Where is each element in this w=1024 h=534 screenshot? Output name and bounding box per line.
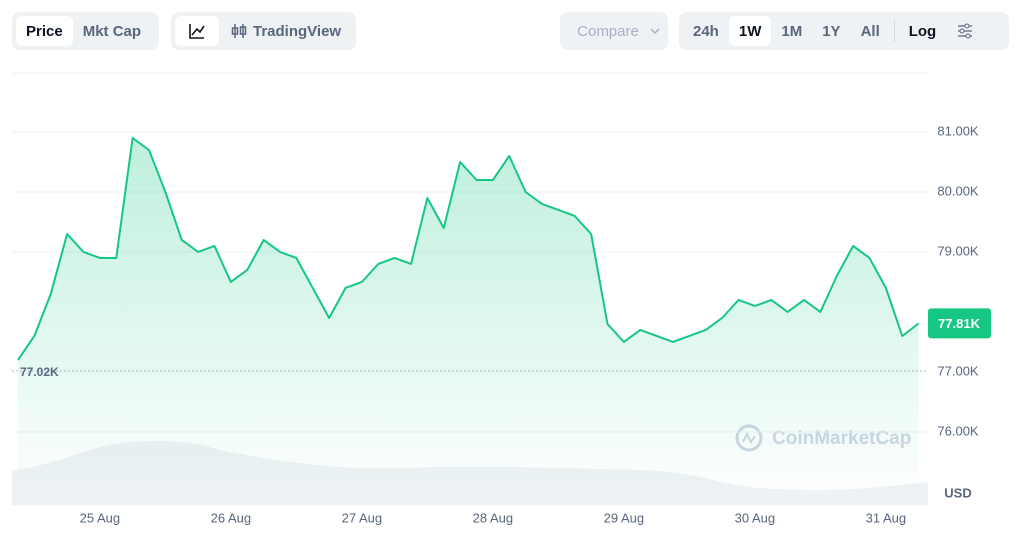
y-tick-label: 76.00K: [937, 423, 979, 438]
last-price-label: 77.81K: [938, 316, 981, 331]
metric-button[interactable]: Mkt Cap: [82, 22, 142, 40]
x-tick-label: 31 Aug: [866, 510, 907, 525]
candle-icon: [231, 24, 247, 38]
y-tick-label: 79.00K: [937, 243, 979, 258]
x-tick-label: 26 Aug: [211, 510, 252, 525]
log-button[interactable]: Log: [908, 22, 937, 40]
range-button[interactable]: 1W: [728, 16, 772, 46]
style-toggle: TradingView: [171, 12, 356, 50]
separator: [893, 20, 895, 42]
x-tick-label: 27 Aug: [342, 510, 383, 525]
price-area: [18, 137, 919, 505]
last-price-box: [928, 308, 991, 339]
range-button[interactable]: 1Y: [822, 22, 841, 40]
reference-label: 77.02K: [20, 365, 59, 379]
settings-button[interactable]: [946, 16, 984, 46]
range-button[interactable]: 1M: [781, 22, 803, 40]
y-tick-label: 81.00K: [937, 123, 979, 138]
metric-button[interactable]: Price: [16, 16, 73, 46]
chevron: [650, 28, 660, 35]
volume-area: [12, 440, 928, 505]
tradingview-button[interactable]: TradingView: [219, 16, 351, 46]
range-toggle: 24h 1W 1M 1Y All Log: [679, 12, 1009, 50]
watermark-logo: [735, 424, 763, 452]
y-tick-label: 77.00K: [937, 363, 979, 378]
range-button[interactable]: All: [860, 22, 880, 40]
compare-label: Compare: [577, 22, 639, 40]
x-tick-label: 29 Aug: [604, 510, 645, 525]
y-tick-label: 80.00K: [937, 183, 979, 198]
line-style-button[interactable]: [175, 16, 219, 46]
settings-icon: [958, 23, 973, 39]
compare-dropdown[interactable]: Compare: [560, 12, 668, 50]
watermark: CoinMarketCap: [772, 428, 911, 449]
line-icon: [189, 24, 205, 39]
price-line: [17, 136, 920, 361]
y-unit: USD: [944, 485, 971, 500]
x-tick-label: 28 Aug: [473, 510, 514, 525]
tradingview-label: TradingView: [253, 22, 342, 40]
x-tick-label: 25 Aug: [80, 510, 121, 525]
metric-toggle: Price Mkt Cap: [12, 12, 159, 50]
x-tick-label: 30 Aug: [735, 510, 776, 525]
range-button[interactable]: 24h: [693, 22, 719, 40]
